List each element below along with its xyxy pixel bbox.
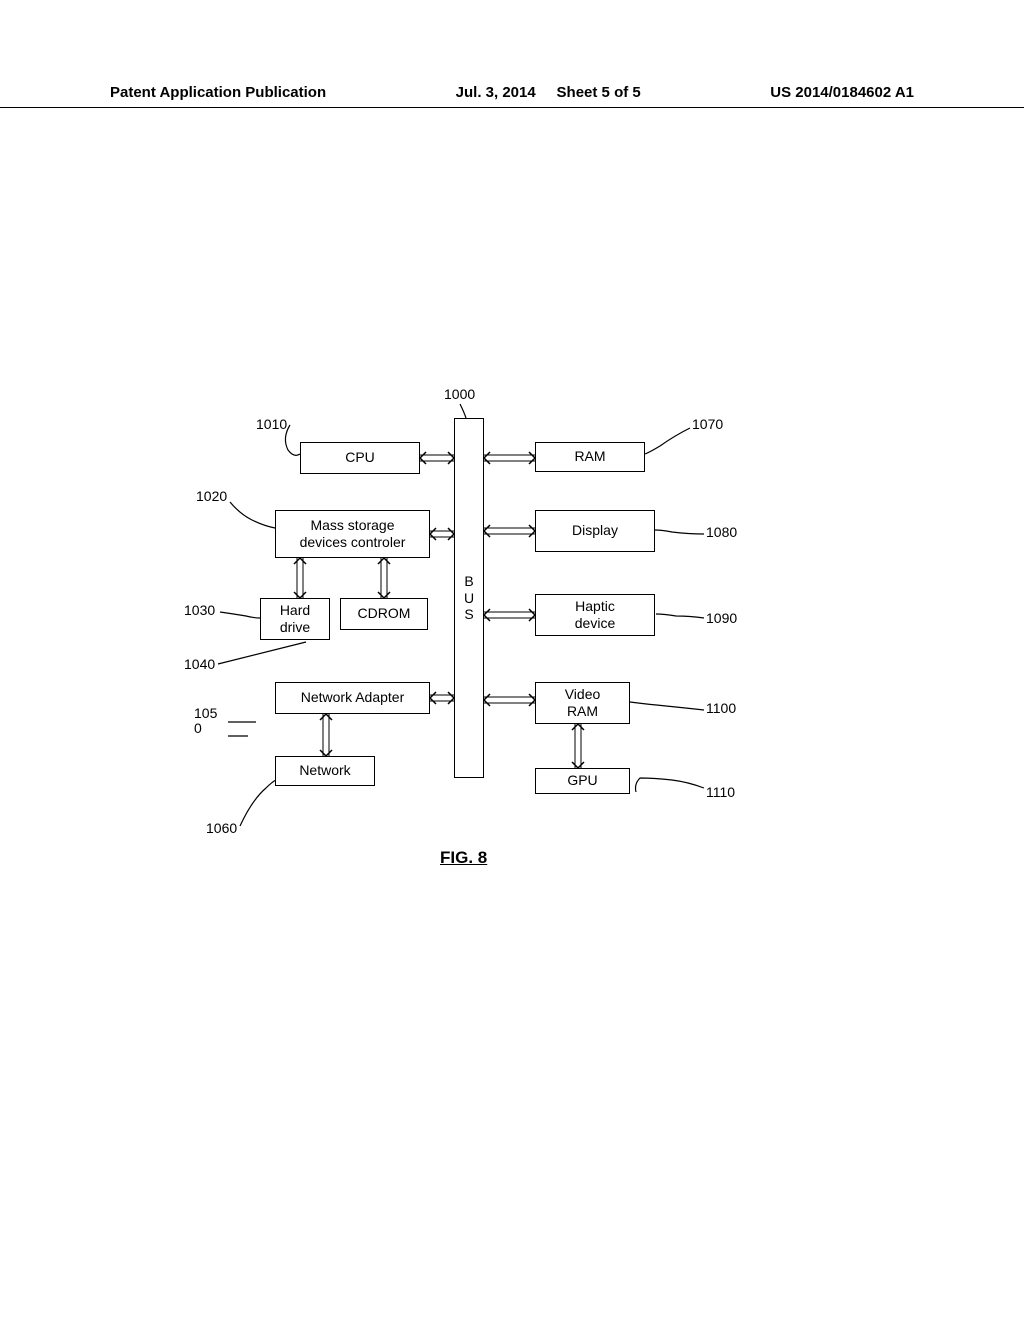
ref-1070: 1070 <box>692 416 723 432</box>
diagram-svg <box>140 380 880 940</box>
header-right: US 2014/0184602 A1 <box>770 84 914 101</box>
header-left: Patent Application Publication <box>110 84 326 101</box>
ref-1100: 1100 <box>706 700 736 716</box>
bus-box: BUS <box>454 418 484 778</box>
display-box: Display <box>535 510 655 552</box>
ref-1010: 1010 <box>256 416 287 432</box>
ref-1110: 1110 <box>706 784 735 800</box>
figure-8-diagram: FIG. 8 BUS CPU Mass storagedevices control… <box>140 380 880 940</box>
ref-1030: 1030 <box>184 602 215 618</box>
ref-1000: 1000 <box>444 386 475 402</box>
ref-1040: 1040 <box>184 656 215 672</box>
mass-box: Mass storagedevices controler <box>275 510 430 558</box>
netadapt-box: Network Adapter <box>275 682 430 714</box>
cdrom-box: CDROM <box>340 598 428 630</box>
page-header: Patent Application Publication Jul. 3, 2… <box>0 84 1024 108</box>
gpu-box: GPU <box>535 768 630 794</box>
haptic-box: Hapticdevice <box>535 594 655 636</box>
ref-1080: 1080 <box>706 524 737 540</box>
ram-box: RAM <box>535 442 645 472</box>
ref-1060: 1060 <box>206 820 237 836</box>
figure-caption: FIG. 8 <box>440 848 487 868</box>
ref-1020: 1020 <box>196 488 227 504</box>
header-sheet: Sheet 5 of 5 <box>557 84 641 101</box>
cpu-box: CPU <box>300 442 420 474</box>
videoram-box: VideoRAM <box>535 682 630 724</box>
hard-box: Harddrive <box>260 598 330 640</box>
network-box: Network <box>275 756 375 786</box>
header-date: Jul. 3, 2014 <box>456 84 536 101</box>
ref-1090: 1090 <box>706 610 737 626</box>
header-center: Jul. 3, 2014 Sheet 5 of 5 <box>456 84 641 101</box>
ref-1050: 1050 <box>194 706 217 737</box>
